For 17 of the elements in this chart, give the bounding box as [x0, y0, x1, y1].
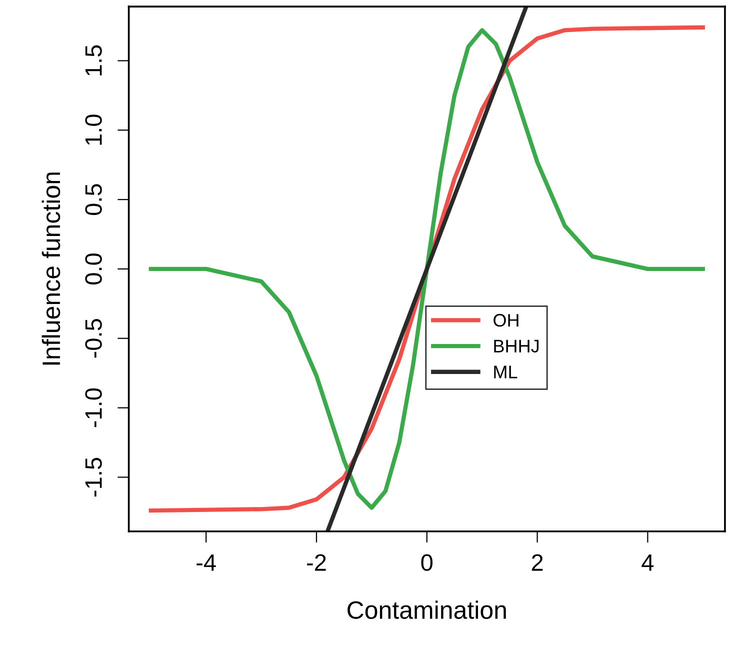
x-tick-label: 0	[421, 554, 433, 571]
y-tick-label: -0.5	[85, 319, 102, 358]
x-tick-label: -2	[307, 554, 326, 571]
x-axis-title: Contamination	[348, 600, 506, 619]
x-tick-label: -4	[196, 554, 216, 571]
legend-label: ML	[494, 366, 518, 378]
x-tick-label: 4	[642, 554, 654, 571]
y-tick-label: 1.5	[85, 45, 102, 76]
y-tick-label: 0.5	[85, 184, 102, 216]
y-tick-label: 0.0	[85, 253, 102, 284]
x-tick-label: 2	[532, 554, 543, 571]
y-tick-label: 1.0	[85, 114, 102, 145]
legend-label: BHHJ	[494, 340, 539, 353]
y-tick-label: -1.5	[85, 458, 102, 497]
y-axis-title: Influence function	[42, 172, 60, 365]
y-tick-label: -1.0	[85, 388, 102, 428]
legend-label: OH	[494, 314, 518, 327]
